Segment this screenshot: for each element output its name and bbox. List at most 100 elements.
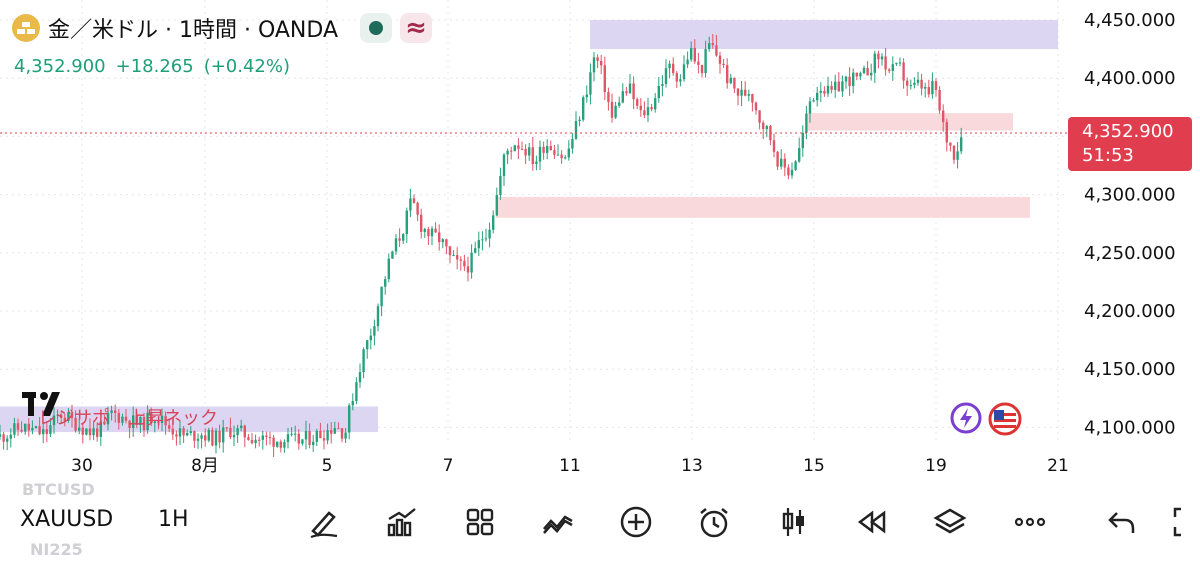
candle-body xyxy=(654,98,657,110)
candle-body xyxy=(596,57,599,61)
zone-annotation-label[interactable]: レジサポ 上昇ネック xyxy=(38,408,218,429)
alarm-icon[interactable] xyxy=(696,504,732,540)
market-status-button[interactable] xyxy=(360,13,392,43)
candle-body xyxy=(128,420,131,428)
candle-body xyxy=(402,234,405,241)
price-chart[interactable]: 4,450.0004,400.0004,350.0004,300.0004,25… xyxy=(0,0,1200,478)
candle-body xyxy=(2,434,5,442)
current-price-tag: 4,352.900 51:53 xyxy=(1068,117,1192,172)
candle-body xyxy=(934,81,938,90)
lightning-icon[interactable] xyxy=(950,402,982,434)
candle-body xyxy=(63,417,66,421)
candle-body xyxy=(765,126,768,130)
candle-body xyxy=(322,438,326,441)
us-flag-icon[interactable] xyxy=(988,402,1022,436)
interval-selector[interactable]: 1H xyxy=(158,507,189,532)
candle-body xyxy=(574,120,578,139)
candle-body xyxy=(222,427,225,443)
candle-body xyxy=(157,421,160,423)
candle-body xyxy=(78,427,81,431)
candle-body xyxy=(528,147,531,156)
replay-icon[interactable] xyxy=(854,504,890,540)
more-icon[interactable] xyxy=(1012,504,1048,540)
indicators-icon[interactable] xyxy=(540,504,576,540)
candle-body xyxy=(790,169,794,176)
candle-body xyxy=(880,56,884,60)
candle-body xyxy=(164,415,167,426)
candle-body xyxy=(787,167,790,176)
candle-body xyxy=(632,83,635,100)
sr-zone[interactable] xyxy=(590,20,1058,50)
candle-body xyxy=(333,428,336,434)
data-source-button[interactable]: ≈ xyxy=(400,13,432,43)
candle-body xyxy=(639,105,642,111)
candle-body xyxy=(423,229,426,232)
candle-body xyxy=(636,99,639,106)
symbol-list-next[interactable]: NI225 xyxy=(30,540,83,559)
candle-body xyxy=(841,81,844,92)
last-price: 4,352.900 xyxy=(14,56,106,77)
candle-body xyxy=(794,161,797,170)
candle-body xyxy=(481,239,484,241)
candle-body xyxy=(207,429,210,441)
candle-body xyxy=(96,428,99,437)
chart-bars-icon[interactable] xyxy=(384,504,420,540)
candle-body xyxy=(218,430,221,443)
grid-icon[interactable] xyxy=(462,504,498,540)
fullscreen-icon[interactable] xyxy=(1166,504,1200,540)
candle-body xyxy=(582,97,585,120)
candle-body xyxy=(60,414,63,418)
candle-body xyxy=(938,89,941,111)
plus-icon[interactable] xyxy=(618,504,654,540)
candle-body xyxy=(708,43,711,50)
symbol-selector[interactable]: XAUUSD xyxy=(20,507,114,532)
candle-body xyxy=(942,110,945,123)
price-axis-label: 4,100.000 xyxy=(1084,417,1176,438)
candle-body xyxy=(470,252,473,273)
pen-icon[interactable] xyxy=(306,504,342,540)
candle-body xyxy=(542,146,545,153)
candle-body xyxy=(826,85,830,94)
candle-body xyxy=(866,67,869,76)
candle-body xyxy=(780,158,783,167)
tradingview-logo[interactable] xyxy=(22,390,70,420)
sr-zone[interactable] xyxy=(496,196,1030,218)
layers-icon[interactable] xyxy=(932,504,968,540)
bottom-toolbar xyxy=(0,478,1200,564)
symbol-list-prev[interactable]: BTCUSD xyxy=(22,480,95,499)
chart-area[interactable]: 4,450.0004,400.0004,350.0004,300.0004,25… xyxy=(0,0,1200,478)
candle-body xyxy=(564,157,567,159)
candle-body xyxy=(585,94,588,98)
sr-zone[interactable] xyxy=(0,406,378,433)
candle-body xyxy=(117,412,120,423)
time-axis-label: 11 xyxy=(559,456,581,476)
candle-body xyxy=(326,430,329,441)
candle-body xyxy=(225,427,228,429)
sr-zone[interactable] xyxy=(808,113,1013,131)
candle-body xyxy=(524,148,527,156)
candle-body xyxy=(139,416,142,425)
candle-body xyxy=(142,416,146,431)
candle-body xyxy=(798,148,801,162)
candle-body xyxy=(355,382,358,402)
candle-body xyxy=(387,258,390,280)
candle-body xyxy=(578,119,581,121)
candle-body xyxy=(441,239,444,243)
candle-body xyxy=(949,142,952,146)
candle-body xyxy=(643,110,646,116)
candle-body xyxy=(196,438,200,441)
candle-body xyxy=(499,175,502,195)
undo-icon[interactable] xyxy=(1104,504,1140,540)
candle-body xyxy=(168,425,171,429)
symbol-title[interactable]: 金／米ドル · 1時間 · OANDA xyxy=(48,18,338,43)
candle-body xyxy=(200,435,203,439)
candle-body xyxy=(600,60,603,66)
candle-body xyxy=(16,423,20,430)
candle-body xyxy=(729,77,732,84)
time-axis-label: 15 xyxy=(803,456,825,476)
candle-body xyxy=(672,63,675,74)
candles-icon[interactable] xyxy=(776,504,812,540)
candle-body xyxy=(722,63,725,66)
candle-body xyxy=(56,414,59,416)
candle-body xyxy=(603,65,606,93)
